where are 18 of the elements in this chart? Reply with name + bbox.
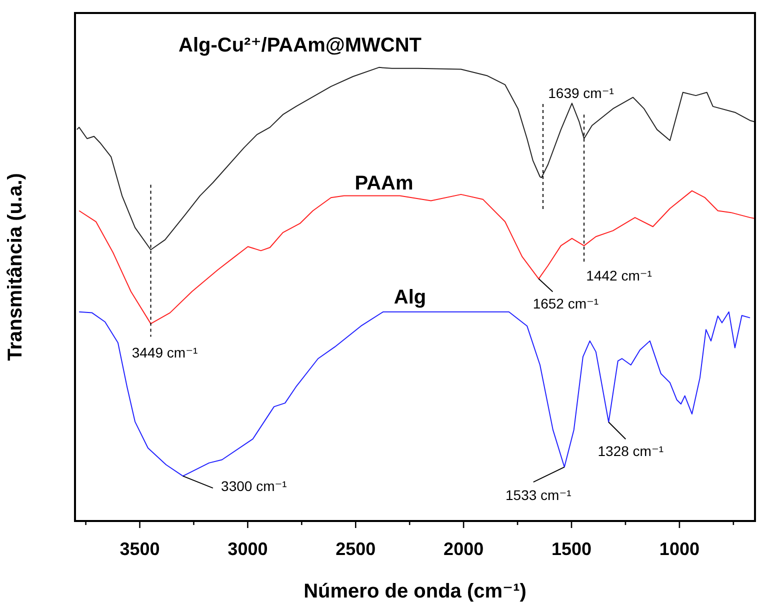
annotation: 3300 cm⁻¹ bbox=[221, 478, 288, 494]
series-label: Alg bbox=[394, 286, 426, 309]
x-tick-label: 2500 bbox=[336, 538, 376, 559]
annotation: 1328 cm⁻¹ bbox=[598, 442, 664, 459]
x-tick-label: 3500 bbox=[120, 538, 160, 559]
annotation: 1533 cm⁻¹ bbox=[506, 486, 572, 503]
x-tick-label: 1500 bbox=[551, 538, 592, 559]
x-tick-label: 1000 bbox=[659, 538, 700, 559]
x-tick-label: 2000 bbox=[444, 538, 484, 559]
annotation: 3449 cm⁻¹ bbox=[132, 344, 198, 361]
series-label: Alg-Cu²⁺/PAAm@MWCNT bbox=[178, 34, 422, 57]
series-label: PAAm bbox=[354, 172, 414, 195]
annotation: 1652 cm⁻¹ bbox=[532, 296, 599, 312]
annotation: 1442 cm⁻¹ bbox=[586, 268, 652, 284]
x-tick-label: 3000 bbox=[228, 538, 268, 559]
x-axis-title: Número de onda (cm⁻¹) bbox=[304, 580, 526, 603]
annotation: 1639 cm⁻¹ bbox=[548, 84, 614, 101]
y-axis-title: Transmitância (u.a.) bbox=[4, 173, 27, 361]
